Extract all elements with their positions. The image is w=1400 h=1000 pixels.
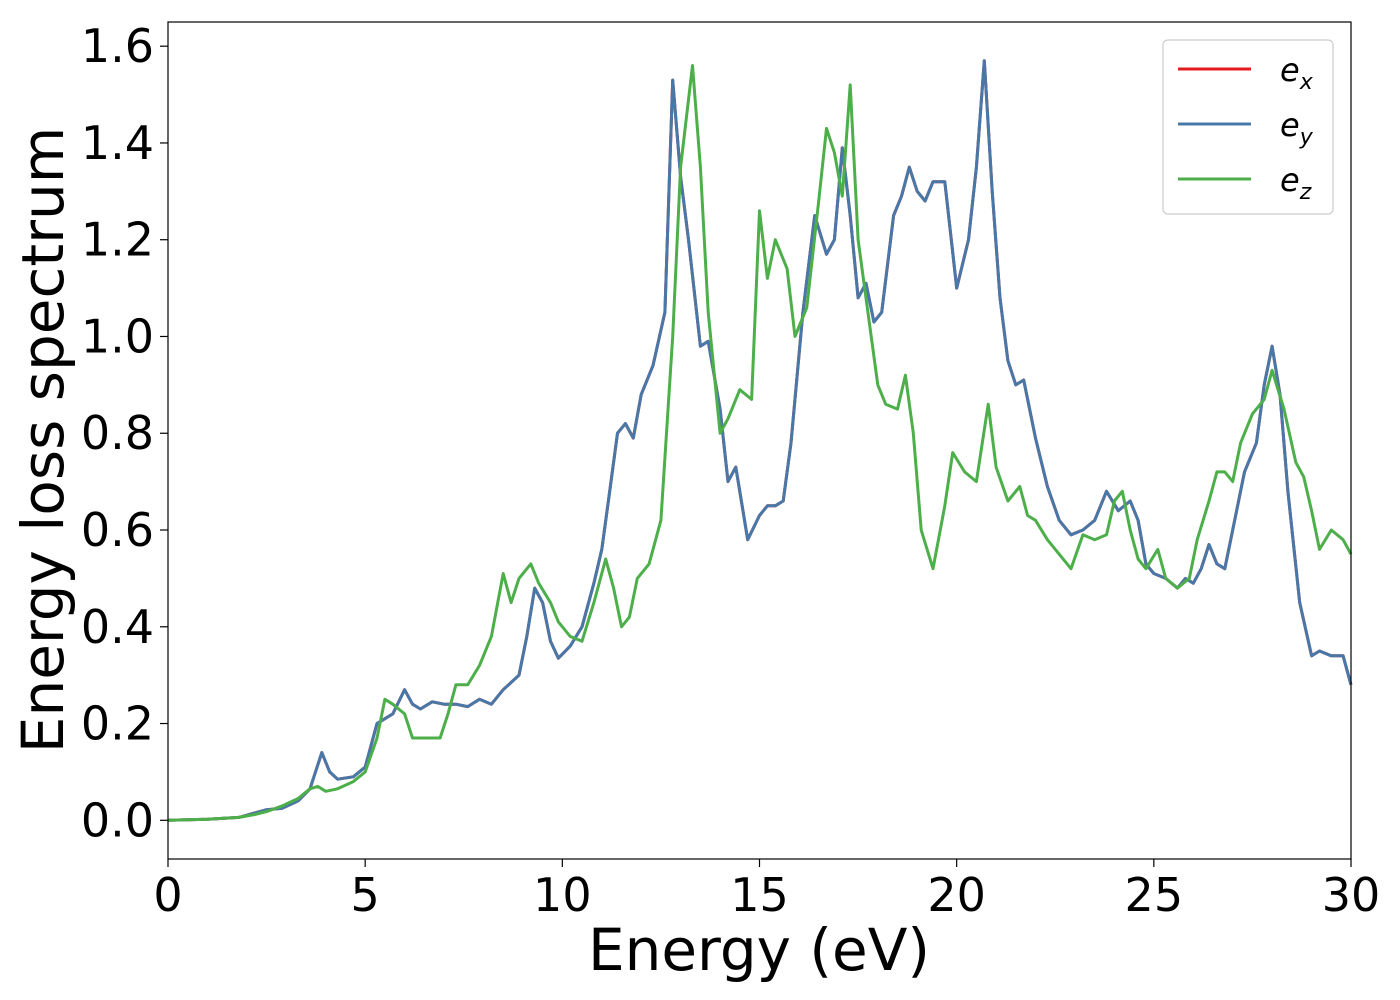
y-axis-ticks: 0.0 0.2 0.4 0.6 0.8 1.0 1.2 1.4 1.6 bbox=[81, 19, 168, 847]
legend-label-x: ex bbox=[1280, 51, 1314, 95]
y-tick-label: 0.0 bbox=[81, 793, 154, 847]
x-tick-label: 10 bbox=[533, 868, 592, 922]
series-line-z bbox=[167, 64, 1353, 822]
x-tick-label: 30 bbox=[1322, 868, 1381, 922]
y-tick-label: 0.8 bbox=[81, 406, 154, 460]
legend-box bbox=[1162, 39, 1334, 215]
series-layer bbox=[167, 59, 1353, 822]
y-axis-label: Energy loss spectrum bbox=[9, 127, 77, 753]
x-tick-label: 15 bbox=[730, 868, 789, 922]
x-tick-label: 5 bbox=[351, 868, 380, 922]
x-axis-label: Energy (eV) bbox=[588, 916, 930, 984]
legend-label-y: ey bbox=[1280, 106, 1314, 150]
x-axis-ticks: 0 5 10 15 20 25 30 bbox=[153, 859, 1380, 922]
y-tick-label: 1.0 bbox=[81, 309, 154, 363]
y-tick-label: 1.6 bbox=[81, 19, 154, 73]
x-tick-label: 20 bbox=[927, 868, 986, 922]
y-tick-label: 1.4 bbox=[81, 116, 154, 170]
x-tick-label: 0 bbox=[153, 868, 182, 922]
y-tick-label: 0.6 bbox=[81, 503, 154, 557]
x-tick-label: 25 bbox=[1125, 868, 1184, 922]
legend: ex ey ez bbox=[1162, 39, 1334, 215]
y-tick-label: 0.2 bbox=[81, 697, 154, 751]
y-tick-label: 1.2 bbox=[81, 213, 154, 267]
y-tick-label: 0.4 bbox=[81, 600, 154, 654]
legend-label-z: ez bbox=[1280, 161, 1312, 205]
